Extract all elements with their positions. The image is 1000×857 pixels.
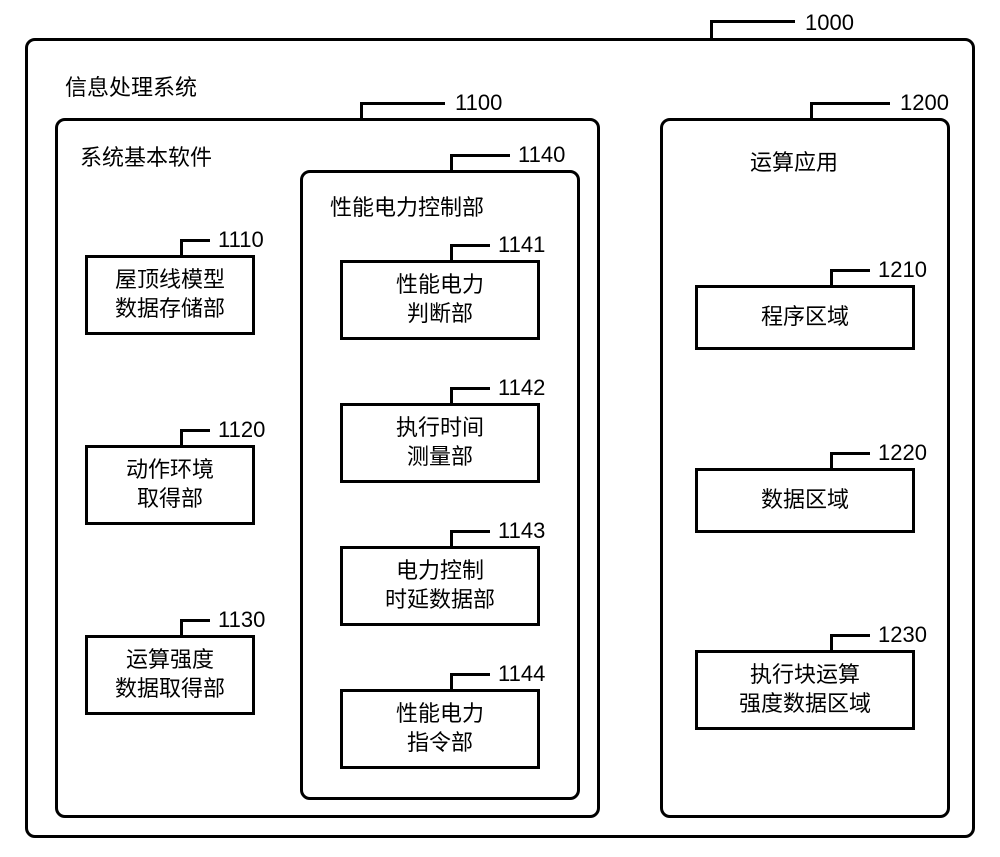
inner-block-1-line-0: 执行时间 (396, 414, 484, 443)
left-block-1-ref: 1120 (218, 417, 265, 443)
inner-block-0-line-1: 判断部 (407, 300, 473, 329)
right-block-1-line-0: 数据区域 (761, 486, 849, 515)
inner-hook (450, 154, 453, 170)
inner-block-3-box: 性能电力指令部 (340, 689, 540, 769)
inner-block-3-line-0: 性能电力 (396, 700, 484, 729)
right-block-2-leader (830, 634, 870, 637)
right-title: 运算应用 (750, 145, 838, 177)
right-block-2-line-0: 执行块运算 (750, 661, 860, 690)
left-block-2-hook (180, 619, 183, 635)
right-hook (810, 102, 813, 118)
right-block-0-hook (830, 269, 833, 285)
right-block-1-hook (830, 452, 833, 468)
inner-block-0-box: 性能电力判断部 (340, 260, 540, 340)
left-block-2-line-1: 数据取得部 (115, 675, 225, 704)
right-block-1-ref: 1220 (878, 440, 927, 466)
left-block-2-ref: 1130 (218, 607, 265, 633)
left-block-1-line-0: 动作环境 (126, 456, 214, 485)
inner-block-0-ref: 1141 (498, 232, 545, 258)
right-block-0-leader (830, 269, 870, 272)
inner-block-1-ref: 1142 (498, 375, 545, 401)
left-block-1-hook (180, 429, 183, 445)
inner-block-2-line-1: 时延数据部 (385, 586, 495, 615)
left-block-1-box: 动作环境取得部 (85, 445, 255, 525)
inner-block-2-ref: 1143 (498, 518, 545, 544)
inner-block-2-leader (450, 530, 490, 533)
left-block-2-line-0: 运算强度 (126, 646, 214, 675)
inner-block-3-leader (450, 673, 490, 676)
diagram-canvas: 1000信息处理系统1100系统基本软件屋顶线模型数据存储部1110动作环境取得… (10, 10, 990, 847)
inner-title: 性能电力控制部 (330, 190, 484, 222)
left-block-0-line-0: 屋顶线模型 (115, 266, 225, 295)
left-block-2-box: 运算强度数据取得部 (85, 635, 255, 715)
inner-block-3-line-1: 指令部 (407, 729, 473, 758)
inner-block-0-leader (450, 244, 490, 247)
right-block-1-leader (830, 452, 870, 455)
left-block-0-hook (180, 239, 183, 255)
right-leader (810, 102, 890, 105)
inner-block-0-hook (450, 244, 453, 260)
inner-block-2-box: 电力控制时延数据部 (340, 546, 540, 626)
outer-leader (710, 20, 795, 23)
inner-block-0-line-0: 性能电力 (396, 271, 484, 300)
right-block-2-box: 执行块运算强度数据区域 (695, 650, 915, 730)
inner-leader (450, 154, 510, 157)
inner-block-1-hook (450, 387, 453, 403)
inner-block-1-box: 执行时间测量部 (340, 403, 540, 483)
left-block-0-ref: 1110 (218, 227, 264, 253)
left-title: 系统基本软件 (80, 140, 212, 172)
left-block-1-leader (180, 429, 210, 432)
inner-block-2-line-0: 电力控制 (396, 557, 484, 586)
right-block-1-box: 数据区域 (695, 468, 915, 533)
right-block-2-ref: 1230 (878, 622, 927, 648)
right-ref: 1200 (900, 90, 949, 116)
left-ref: 1100 (455, 90, 502, 116)
left-block-0-line-1: 数据存储部 (115, 295, 225, 324)
outer-hook (710, 20, 713, 38)
left-block-0-box: 屋顶线模型数据存储部 (85, 255, 255, 335)
right-block-0-ref: 1210 (878, 257, 927, 283)
outer-title: 信息处理系统 (65, 70, 197, 102)
left-hook (360, 102, 363, 118)
right-block-2-line-1: 强度数据区域 (739, 690, 871, 719)
inner-block-2-hook (450, 530, 453, 546)
outer-ref: 1000 (805, 10, 854, 36)
left-block-0-leader (180, 239, 210, 242)
left-block-2-leader (180, 619, 210, 622)
inner-ref: 1140 (518, 142, 565, 168)
inner-block-1-line-1: 测量部 (407, 443, 473, 472)
right-block-2-hook (830, 634, 833, 650)
right-block-0-box: 程序区域 (695, 285, 915, 350)
left-block-1-line-1: 取得部 (137, 485, 203, 514)
inner-block-3-hook (450, 673, 453, 689)
inner-block-1-leader (450, 387, 490, 390)
left-leader (360, 102, 445, 105)
right-block-0-line-0: 程序区域 (761, 303, 849, 332)
inner-block-3-ref: 1144 (498, 661, 545, 687)
